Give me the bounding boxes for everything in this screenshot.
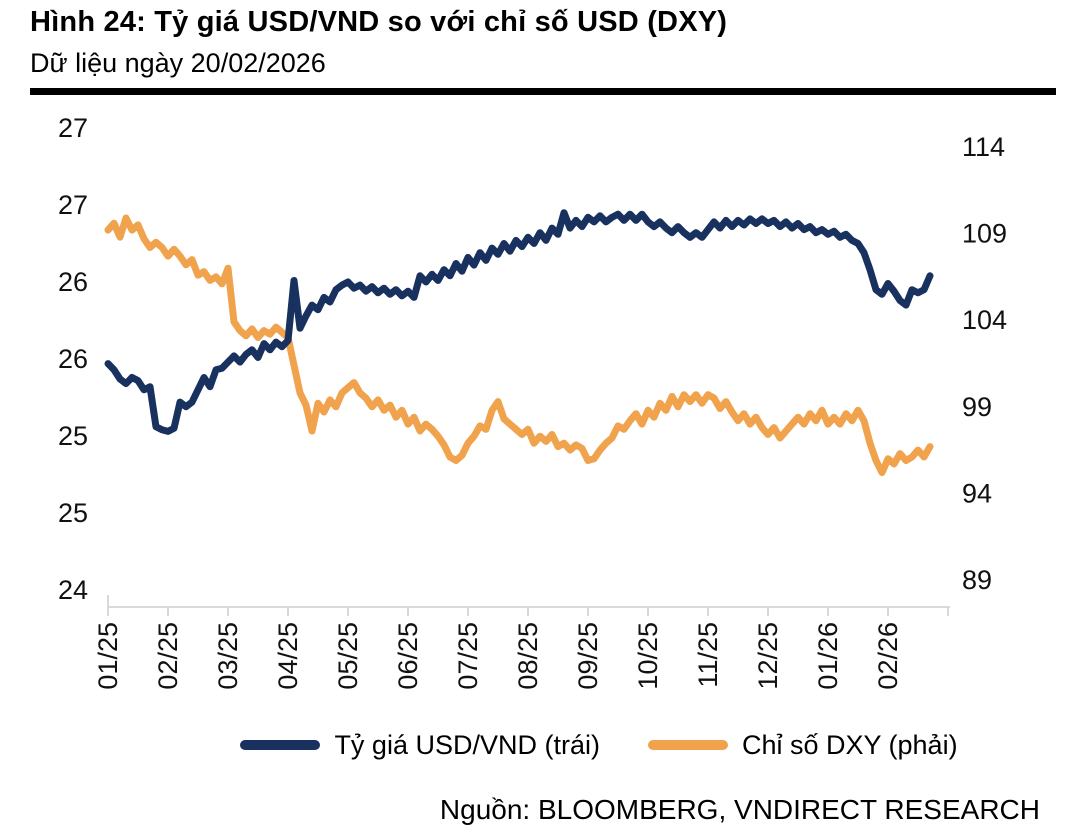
dxy-line	[104, 214, 934, 477]
legend-label-usd-vnd: Tỷ giá USD/VND (trái)	[334, 729, 600, 760]
x-axis-tick-label: 10/25	[633, 622, 663, 690]
x-axis-tick-label: 12/25	[753, 622, 783, 690]
source-note: Nguồn: BLOOMBERG, VNDIRECT RESEARCH	[439, 794, 1040, 825]
right-axis-tick-label: 104	[962, 305, 1007, 335]
legend-label-dxy: Chỉ số DXY (phải)	[741, 729, 958, 760]
x-axis-tick-label: 08/25	[513, 622, 543, 690]
x-axis-tick-label: 09/25	[573, 622, 603, 690]
x-axis-tick-label: 02/25	[153, 622, 183, 690]
x-axis-tick-label: 01/25	[93, 622, 123, 690]
x-axis-tick-label: 05/25	[333, 622, 363, 690]
left-axis-tick-label: 25	[58, 498, 88, 528]
x-axis-tick-label: 03/25	[213, 622, 243, 690]
x-axis-tick-label: 07/25	[453, 622, 483, 690]
right-axis-tick-label: 99	[962, 392, 992, 422]
left-axis-tick-label: 27	[58, 190, 88, 220]
left-axis-tick-label: 24	[58, 575, 88, 605]
chart-legend: Tỷ giá USD/VND (trái) Chỉ số DXY (phải)	[0, 727, 1086, 763]
dxy-line-swatch	[647, 740, 728, 750]
left-axis-tick-label: 27	[58, 113, 88, 143]
right-axis-tick-label: 109	[962, 219, 1007, 249]
x-axis-tick-label: 06/25	[393, 622, 423, 690]
title-divider	[30, 88, 1056, 95]
legend-item-usd-vnd: Tỷ giá USD/VND (trái)	[240, 727, 600, 763]
usd-vnd-line-swatch	[240, 740, 321, 750]
figure-subtitle: Dữ liệu ngày 20/02/2026	[30, 48, 326, 78]
right-axis-tick-label: 89	[962, 565, 992, 595]
right-axis-tick-label: 114	[962, 132, 1005, 162]
x-axis-tick-label: 11/25	[693, 622, 723, 688]
left-axis-tick-label: 26	[58, 344, 88, 374]
left-axis-tick-label: 25	[58, 421, 88, 451]
legend-item-dxy: Chỉ số DXY (phải)	[647, 727, 958, 763]
right-axis-tick-label: 94	[962, 478, 992, 508]
x-axis-tick-label: 02/26	[873, 622, 903, 690]
usd-vnd-line	[104, 209, 934, 435]
left-axis-tick-label: 26	[58, 267, 88, 297]
x-axis-tick-label: 04/25	[273, 622, 303, 690]
figure-title: Hình 24: Tỷ giá USD/VND so với chỉ số US…	[30, 6, 728, 38]
x-axis-tick-label: 01/26	[813, 622, 843, 690]
